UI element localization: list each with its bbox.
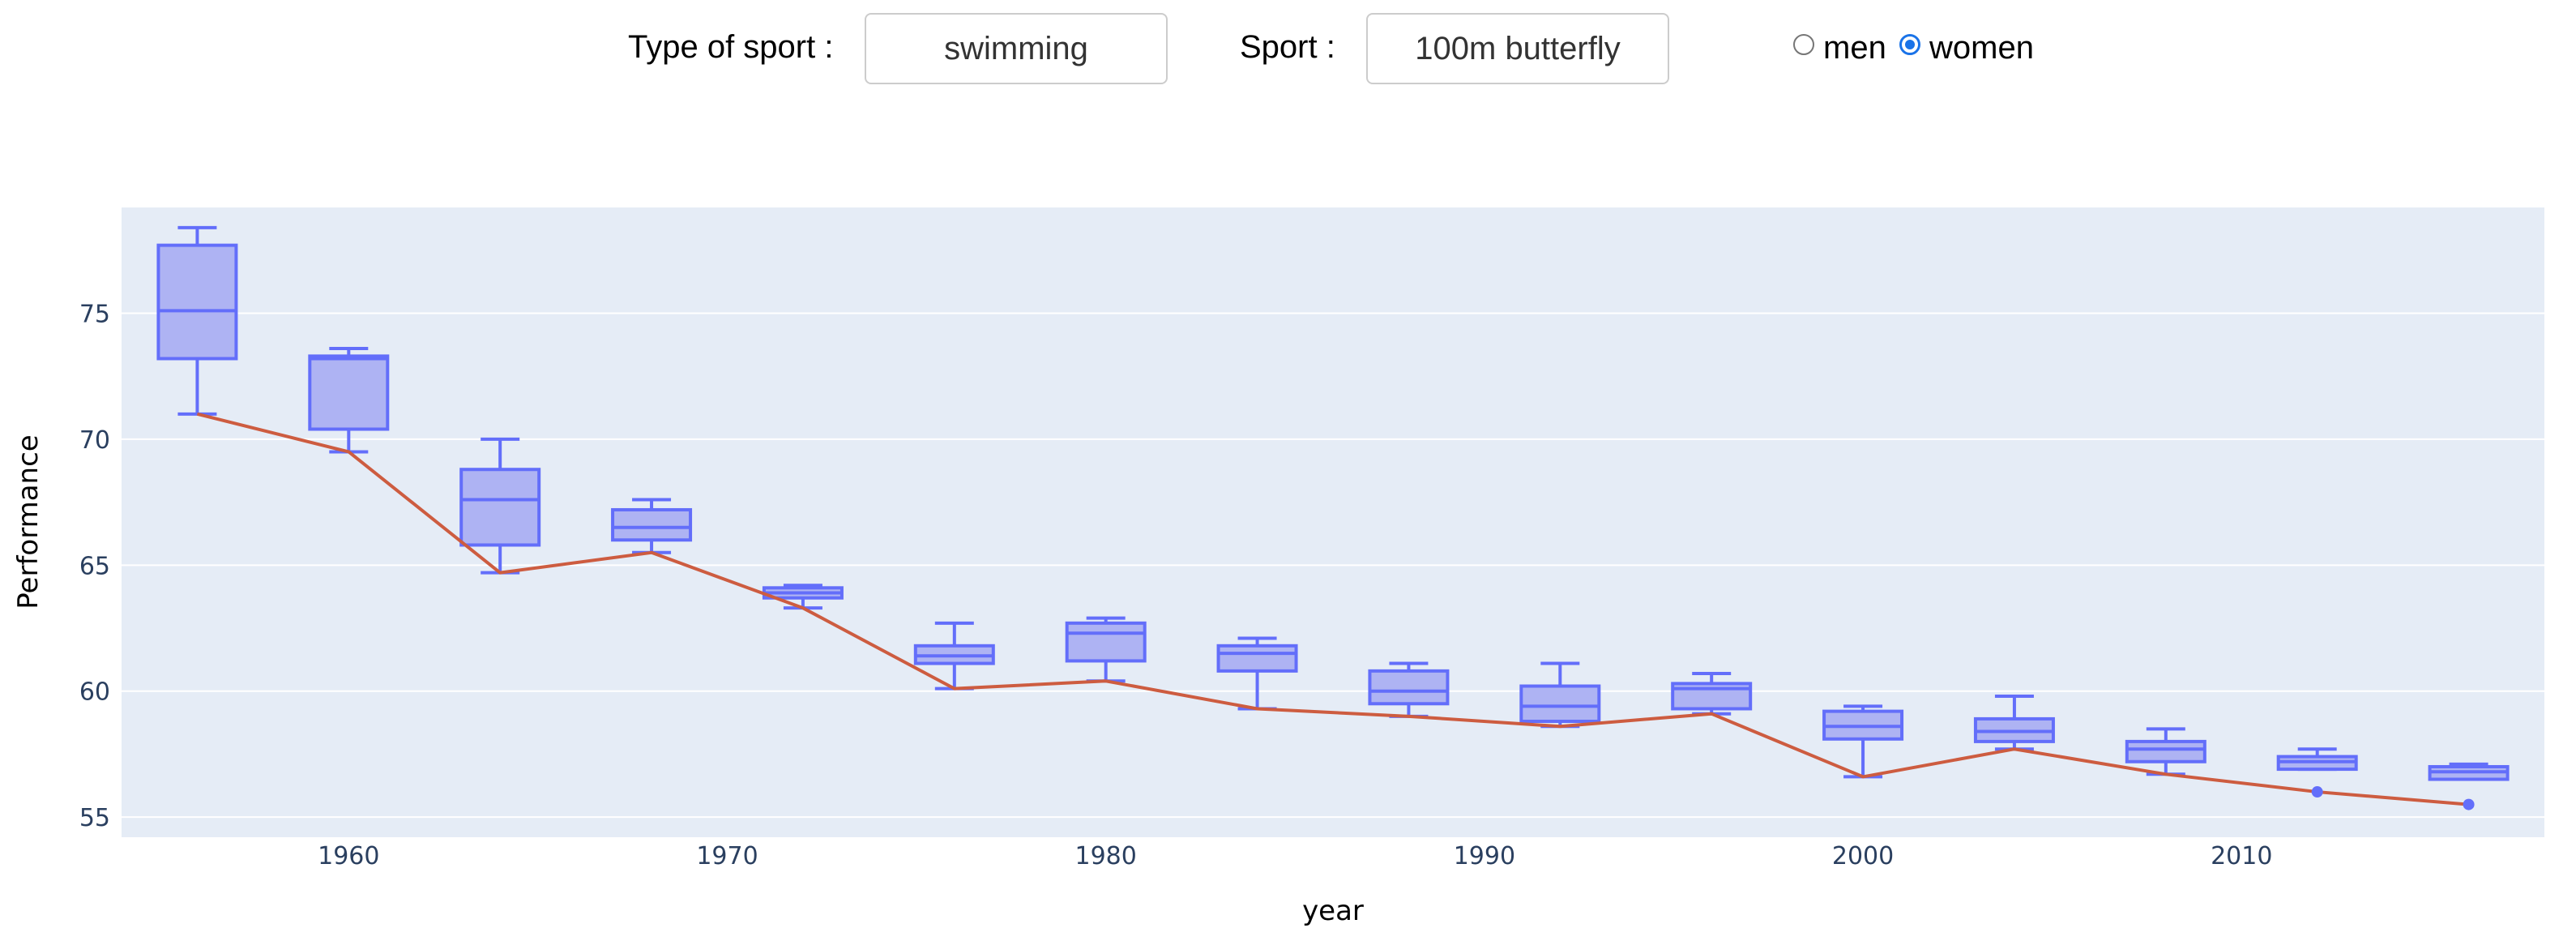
min-line-series xyxy=(196,412,2475,810)
y-axis-label: Performance xyxy=(12,434,45,609)
box-iqr xyxy=(308,354,390,431)
x-axis-label: year xyxy=(1302,895,1364,927)
controls-bar: Type of sport : swimming Sport : 100m bu… xyxy=(0,0,2576,89)
box-2016 xyxy=(2428,762,2510,781)
box-1984 xyxy=(1216,636,1298,711)
box-1992 xyxy=(1519,661,1601,729)
men-radio-label: men xyxy=(1823,30,1886,66)
box-iqr xyxy=(1519,684,1601,724)
sport-field[interactable]: 100m butterfly xyxy=(1366,13,1669,84)
box-1956 xyxy=(156,225,238,416)
box-1964 xyxy=(459,437,541,575)
x-tick-label: 2010 xyxy=(2211,842,2272,870)
box-iqr xyxy=(2125,739,2206,763)
box-iqr xyxy=(1065,621,1147,663)
box-2004 xyxy=(1973,694,2055,751)
men-radio[interactable] xyxy=(1793,34,1814,55)
y-axis-ticks: 55 60 65 70 75 xyxy=(79,301,110,833)
x-tick-label: 2000 xyxy=(1832,842,1894,870)
x-axis-ticks: 1960 1970 1980 1990 2000 2010 xyxy=(318,842,2272,870)
y-tick-label: 70 xyxy=(79,426,110,455)
x-tick-label: 1960 xyxy=(318,842,379,870)
box-iqr xyxy=(1368,669,1450,706)
y-tick-label: 60 xyxy=(79,678,110,707)
outlier-point xyxy=(2463,798,2475,810)
box-1980 xyxy=(1065,616,1147,683)
box-iqr xyxy=(156,243,238,361)
box-1988 xyxy=(1368,661,1450,718)
box-1976 xyxy=(913,621,995,691)
box-2012 xyxy=(2276,747,2358,772)
box-1968 xyxy=(611,498,693,554)
outlier-point xyxy=(2311,786,2323,798)
box-1960 xyxy=(308,347,390,454)
gridlines xyxy=(122,312,2544,819)
y-tick-label: 65 xyxy=(79,552,110,580)
y-tick-label: 55 xyxy=(79,804,110,832)
box-iqr xyxy=(459,468,541,547)
box-2008 xyxy=(2125,727,2206,776)
women-radio[interactable] xyxy=(1899,34,1920,55)
sport-label: Sport : xyxy=(1240,29,1335,65)
x-tick-label: 1970 xyxy=(696,842,758,870)
box-iqr xyxy=(1216,644,1298,673)
box-1996 xyxy=(1671,671,1753,716)
x-tick-label: 1990 xyxy=(1454,842,1515,870)
box-iqr xyxy=(611,507,693,542)
type-of-sport-label: Type of sport : xyxy=(628,29,834,65)
y-tick-label: 75 xyxy=(79,301,110,329)
x-tick-label: 1980 xyxy=(1075,842,1137,870)
min-line xyxy=(196,412,2469,806)
type-of-sport-field[interactable]: swimming xyxy=(865,13,1168,84)
women-radio-label: women xyxy=(1929,30,2034,66)
